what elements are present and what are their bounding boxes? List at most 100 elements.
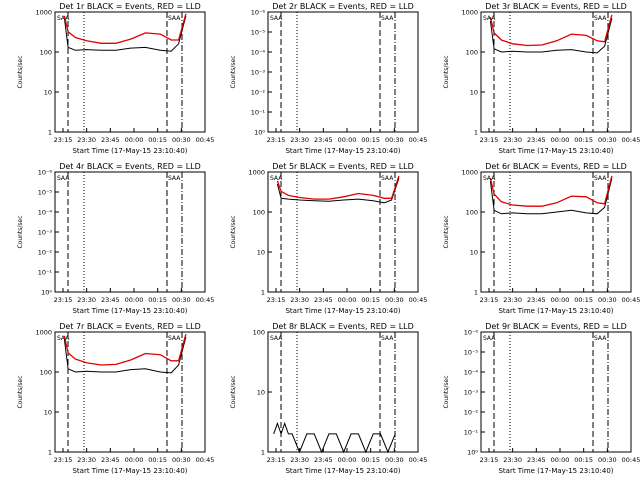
y-tick-label: 10⁻⁴	[464, 369, 479, 377]
x-tick-label: 00:45	[622, 456, 640, 464]
x-tick-label: 00:00	[551, 296, 570, 304]
saa-marker: SAA	[168, 15, 181, 22]
panel-2: Det 2r BLACK = Events, RED = LLD Counts/s…	[230, 2, 427, 155]
x-tick-label: 00:15	[574, 456, 593, 464]
x-tick-label: 00:45	[409, 456, 428, 464]
x-tick-label: 00:45	[196, 136, 215, 144]
panel-6: Det 6r BLACK = Events, RED = LLD Counts/s…	[443, 162, 640, 315]
series-line-events	[276, 178, 400, 204]
series-line-events	[63, 15, 187, 52]
x-axis-label: Start Time (17-May-15 23:10:40)	[285, 467, 400, 475]
panel-1: Det 1r BLACK = Events, RED = LLD Counts/s…	[17, 2, 214, 155]
x-tick-label: 23:45	[314, 296, 333, 304]
y-tick-label: 100	[253, 209, 265, 217]
y-tick-label: 100	[40, 369, 52, 377]
x-tick-label: 23:45	[527, 456, 546, 464]
y-tick-label: 10	[44, 89, 52, 97]
panel-title: Det 4r BLACK = Events, RED = LLD	[59, 162, 201, 171]
y-tick-label: 1	[261, 449, 265, 457]
panel-title: Det 5r BLACK = Events, RED = LLD	[272, 162, 414, 171]
x-tick-label: 23:30	[290, 136, 309, 144]
x-tick-label: 23:15	[480, 456, 499, 464]
y-tick-label: 10⁰	[254, 129, 265, 137]
y-tick-label: 10⁻²	[464, 409, 479, 417]
series-line-events	[63, 336, 187, 374]
y-axis-label: Counts/sec	[230, 215, 237, 248]
x-tick-label: 00:30	[598, 136, 617, 144]
y-tick-label: 10	[470, 249, 478, 257]
x-tick-label: 23:15	[54, 136, 73, 144]
y-tick-label: 10	[470, 89, 478, 97]
saa-marker: SAA	[270, 15, 283, 22]
y-tick-label: 10⁻⁵	[38, 189, 53, 197]
x-tick-label: 00:45	[622, 136, 640, 144]
x-tick-label: 00:00	[125, 136, 144, 144]
panel-7: Det 7r BLACK = Events, RED = LLD Counts/s…	[17, 322, 214, 475]
y-tick-label: 1000	[35, 329, 52, 337]
series-line-events	[273, 421, 396, 454]
y-tick-label: 10⁻⁴	[38, 209, 53, 217]
x-tick-label: 00:00	[338, 456, 357, 464]
x-tick-label: 23:30	[503, 296, 522, 304]
x-axis-label: Start Time (17-May-15 23:10:40)	[285, 147, 400, 155]
plot-frame	[54, 11, 206, 133]
y-tick-label: 1	[474, 289, 478, 297]
x-tick-label: 23:30	[290, 296, 309, 304]
y-tick-label: 10⁻⁶	[38, 169, 53, 177]
x-tick-label: 00:00	[125, 456, 144, 464]
y-axis-label: Counts/sec	[17, 215, 24, 248]
saa-marker: SAA	[483, 15, 496, 22]
saa-marker: SAA	[381, 335, 394, 342]
x-tick-label: 23:30	[290, 456, 309, 464]
x-axis-label: Start Time (17-May-15 23:10:40)	[498, 467, 613, 475]
saa-marker: SAA	[270, 175, 283, 182]
x-tick-label: 23:30	[77, 456, 96, 464]
y-tick-label: 100	[466, 49, 478, 57]
panel-4: Det 4r BLACK = Events, RED = LLD Counts/s…	[17, 162, 214, 315]
y-tick-label: 100	[40, 49, 52, 57]
y-tick-label: 10⁻¹	[38, 269, 53, 277]
x-tick-label: 00:15	[361, 456, 380, 464]
y-tick-label: 10⁻⁶	[251, 9, 266, 17]
x-tick-label: 00:45	[622, 296, 640, 304]
x-tick-label: 00:00	[338, 136, 357, 144]
y-tick-label: 10	[257, 389, 265, 397]
x-tick-label: 00:30	[598, 296, 617, 304]
x-tick-label: 23:15	[480, 296, 499, 304]
x-tick-label: 23:45	[101, 456, 120, 464]
series-line-lld	[63, 13, 187, 44]
x-tick-label: 00:30	[385, 136, 404, 144]
x-axis-label: Start Time (17-May-15 23:10:40)	[72, 467, 187, 475]
panel-title: Det 1r BLACK = Events, RED = LLD	[59, 2, 201, 11]
saa-marker: SAA	[381, 175, 394, 182]
y-tick-label: 1	[474, 129, 478, 137]
plot-frame	[267, 171, 419, 293]
series-line-events	[489, 178, 613, 215]
x-tick-label: 00:00	[551, 136, 570, 144]
y-axis-label: Counts/sec	[230, 55, 237, 88]
saa-marker: SAA	[270, 335, 283, 342]
saa-marker: SAA	[168, 335, 181, 342]
x-tick-label: 23:30	[503, 456, 522, 464]
x-axis-label: Start Time (17-May-15 23:10:40)	[72, 307, 187, 315]
saa-marker: SAA	[57, 335, 70, 342]
x-tick-label: 23:45	[314, 456, 333, 464]
series-line-lld	[276, 175, 400, 200]
x-tick-label: 00:00	[551, 456, 570, 464]
panel-title: Det 3r BLACK = Events, RED = LLD	[485, 2, 627, 11]
x-tick-label: 23:45	[101, 136, 120, 144]
x-tick-label: 23:30	[503, 136, 522, 144]
x-tick-label: 23:15	[480, 136, 499, 144]
y-axis-label: Counts/sec	[17, 55, 24, 88]
x-tick-label: 23:45	[527, 296, 546, 304]
plot-frame	[480, 171, 632, 293]
panel-title: Det 7r BLACK = Events, RED = LLD	[59, 322, 201, 331]
saa-marker: SAA	[594, 175, 607, 182]
plot-frame	[480, 11, 632, 133]
series-line-lld	[489, 14, 613, 47]
panel-title: Det 2r BLACK = Events, RED = LLD	[272, 2, 414, 11]
x-axis-label: Start Time (17-May-15 23:10:40)	[498, 147, 613, 155]
saa-marker: SAA	[594, 335, 607, 342]
x-tick-label: 00:30	[385, 296, 404, 304]
